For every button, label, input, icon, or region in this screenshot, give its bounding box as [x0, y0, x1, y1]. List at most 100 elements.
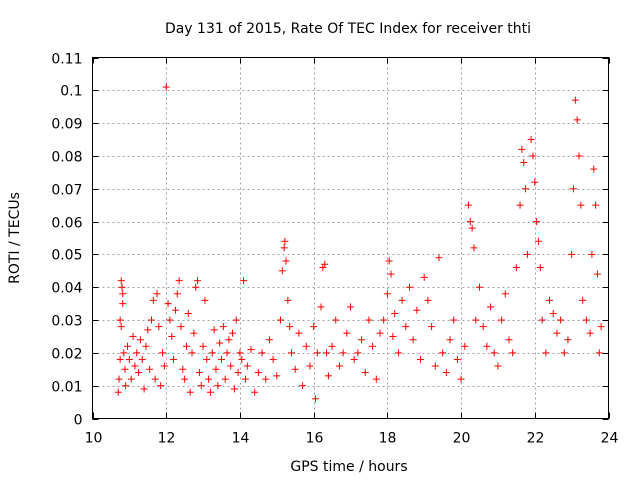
data-point	[409, 336, 417, 344]
data-point	[361, 369, 369, 377]
data-point	[332, 316, 340, 324]
data-point	[564, 336, 572, 344]
data-point	[121, 365, 129, 373]
data-point	[553, 329, 561, 337]
data-point	[523, 250, 531, 258]
data-point	[117, 277, 125, 285]
data-point	[243, 362, 251, 370]
data-point	[164, 300, 172, 308]
y-tick-label: 0.09	[51, 117, 82, 133]
data-point	[230, 385, 238, 393]
data-point	[442, 369, 450, 377]
data-point	[120, 349, 128, 357]
data-point	[470, 244, 478, 252]
data-point	[339, 349, 347, 357]
data-point	[173, 290, 181, 298]
data-point	[560, 349, 568, 357]
data-point	[280, 244, 288, 252]
data-point	[522, 185, 530, 193]
data-point	[115, 375, 123, 383]
data-point	[236, 349, 244, 357]
data-point	[278, 267, 286, 275]
data-point	[221, 375, 229, 383]
data-point	[335, 362, 343, 370]
data-point	[194, 277, 202, 285]
data-point	[306, 362, 314, 370]
data-point	[276, 316, 284, 324]
data-point	[133, 349, 141, 357]
y-tick-label: 0.05	[51, 248, 82, 264]
data-point	[420, 273, 428, 281]
data-point	[258, 349, 266, 357]
data-point	[157, 382, 165, 390]
data-point	[453, 355, 461, 363]
data-point	[310, 323, 318, 331]
data-point	[131, 362, 139, 370]
data-point	[203, 355, 211, 363]
data-point	[153, 290, 161, 298]
data-point	[593, 270, 601, 278]
data-point	[216, 339, 224, 347]
data-point	[533, 218, 541, 226]
data-point	[241, 375, 249, 383]
data-point	[319, 264, 327, 272]
y-tick-label: 0.01	[51, 380, 82, 396]
data-point	[531, 178, 539, 186]
data-point	[127, 375, 135, 383]
data-point	[160, 362, 168, 370]
data-point	[117, 323, 125, 331]
data-point	[358, 336, 366, 344]
data-point	[210, 326, 218, 334]
data-point	[424, 296, 432, 304]
data-point	[114, 388, 122, 396]
data-point	[569, 185, 577, 193]
data-point	[323, 349, 331, 357]
data-point	[394, 349, 402, 357]
data-point	[350, 355, 358, 363]
data-point	[328, 342, 336, 350]
data-point	[372, 375, 380, 383]
data-point	[391, 309, 399, 317]
data-point	[265, 336, 273, 344]
data-point	[175, 277, 183, 285]
data-point	[365, 316, 373, 324]
data-point	[498, 316, 506, 324]
data-point	[516, 201, 524, 209]
data-point	[125, 355, 133, 363]
data-point	[273, 372, 281, 380]
data-point	[428, 323, 436, 331]
data-point	[135, 369, 143, 377]
data-point	[199, 342, 207, 350]
data-point	[571, 96, 579, 104]
data-point	[446, 336, 454, 344]
y-tick-label: 0.02	[51, 347, 82, 363]
y-tick-label: 0	[74, 413, 83, 429]
data-point	[311, 395, 319, 403]
x-tick-label: 20	[453, 431, 471, 447]
chart-title: Day 131 of 2015, Rate Of TEC Index for r…	[165, 21, 531, 37]
data-point	[302, 342, 310, 350]
data-point	[147, 316, 155, 324]
data-point	[227, 362, 235, 370]
data-point	[534, 237, 542, 245]
data-point	[288, 349, 296, 357]
data-point	[317, 303, 325, 311]
data-point	[170, 355, 178, 363]
data-point	[251, 388, 259, 396]
data-point	[536, 264, 544, 272]
data-point	[575, 152, 583, 160]
data-point	[557, 316, 565, 324]
data-point	[205, 375, 213, 383]
x-tick-label: 18	[379, 431, 397, 447]
data-point	[192, 283, 200, 291]
data-point	[262, 375, 270, 383]
data-point	[238, 355, 246, 363]
data-point	[439, 349, 447, 357]
data-point	[321, 260, 329, 268]
data-point	[431, 362, 439, 370]
data-point	[282, 257, 290, 265]
data-point	[588, 250, 596, 258]
data-point	[136, 336, 144, 344]
data-point	[586, 329, 594, 337]
data-point	[149, 296, 157, 304]
